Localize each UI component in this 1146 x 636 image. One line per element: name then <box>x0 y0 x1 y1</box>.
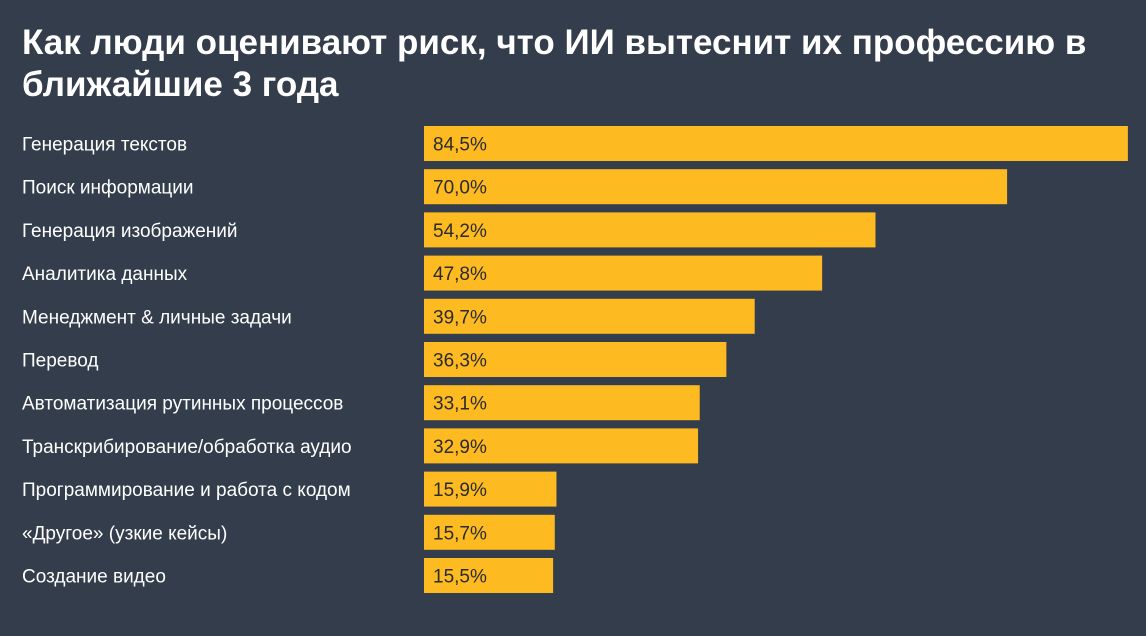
category-label: «Другое» (узкие кейсы) <box>22 523 227 544</box>
category-label: Программирование и работа с кодом <box>22 480 351 501</box>
value-label: 54,2% <box>433 221 487 242</box>
bar <box>424 471 557 507</box>
chart-title: Как люди оценивают риск, что ИИ вытеснит… <box>22 23 1087 104</box>
value-label: 32,9% <box>433 437 487 458</box>
value-label: 15,5% <box>433 567 487 588</box>
bar <box>424 558 554 593</box>
bar <box>424 126 1128 161</box>
bar <box>424 514 555 550</box>
category-label: Генерация изображений <box>22 221 238 242</box>
bar <box>424 428 699 464</box>
category-label: Создание видео <box>22 567 166 588</box>
bar <box>424 212 876 248</box>
value-label: 33,1% <box>433 394 487 415</box>
value-label: 36,3% <box>433 351 487 372</box>
category-label: Генерация текстов <box>22 135 187 156</box>
bar <box>424 298 755 334</box>
category-label: Перевод <box>22 351 98 372</box>
bar <box>424 385 700 421</box>
category-label: Автоматизация рутинных процессов <box>22 394 343 415</box>
category-label: Менеджмент & личные задачи <box>22 307 292 328</box>
value-label: 47,8% <box>433 264 487 285</box>
value-label: 15,7% <box>433 523 487 544</box>
value-label: 84,5% <box>433 135 487 156</box>
value-label: 39,7% <box>433 307 487 328</box>
category-label: Транскрибирование/обработка аудио <box>22 437 352 458</box>
bar <box>424 342 727 377</box>
value-label: 15,9% <box>433 480 487 501</box>
bar <box>424 169 1008 205</box>
category-label: Аналитика данных <box>22 264 188 285</box>
category-label: Поиск информации <box>22 178 194 199</box>
bar <box>424 255 823 291</box>
value-label: 70,0% <box>433 178 487 199</box>
